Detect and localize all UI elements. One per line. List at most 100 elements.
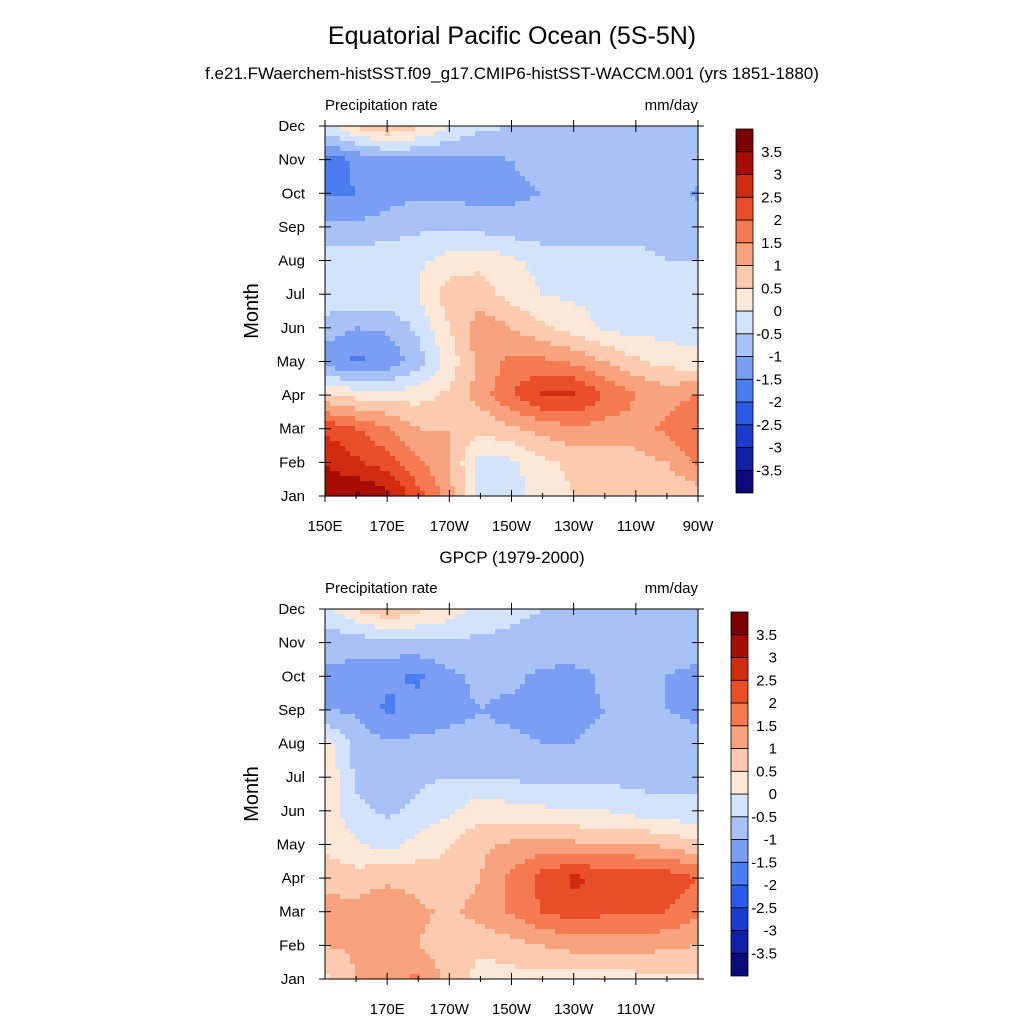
- field-cell: [640, 416, 646, 422]
- field-cell: [665, 276, 671, 282]
- field-cell: [475, 341, 481, 347]
- field-cell: [540, 146, 546, 152]
- field-cell: [405, 446, 411, 452]
- field-cell: [485, 336, 491, 342]
- field-cell: [475, 211, 481, 217]
- field-cell: [475, 246, 481, 252]
- field-cell: [590, 206, 596, 212]
- field-cell: [365, 266, 371, 272]
- field-cell: [580, 431, 586, 437]
- field-cell: [575, 216, 581, 222]
- field-cell: [670, 251, 676, 257]
- field-cell: [535, 371, 541, 377]
- field-cell: [330, 186, 336, 192]
- field-cell: [615, 141, 621, 147]
- field-cell: [610, 306, 616, 312]
- field-cell: [510, 191, 516, 197]
- field-cell: [400, 216, 406, 222]
- field-cell: [340, 316, 346, 322]
- field-cell: [425, 381, 431, 387]
- field-cell: [435, 201, 441, 207]
- field-cell: [425, 216, 431, 222]
- field-cell: [610, 346, 616, 352]
- field-cell: [525, 196, 531, 202]
- field-cell: [635, 316, 641, 322]
- field-cell: [685, 141, 691, 147]
- field-cell: [480, 276, 486, 282]
- field-cell: [550, 346, 556, 352]
- field-cell: [640, 356, 646, 362]
- field-cell: [525, 381, 531, 387]
- field-cell: [375, 391, 381, 397]
- field-cell: [440, 201, 446, 207]
- field-cell: [400, 456, 406, 462]
- field-cell: [575, 351, 581, 357]
- field-cell: [690, 271, 696, 277]
- field-cell: [635, 446, 641, 452]
- field-cell: [335, 396, 341, 402]
- field-cell: [410, 146, 416, 152]
- field-cell: [350, 391, 356, 397]
- field-cell: [350, 446, 356, 452]
- field-cell: [430, 151, 436, 157]
- field-cell: [580, 416, 586, 422]
- field-cell: [620, 361, 626, 367]
- field-cell: [385, 381, 391, 387]
- field-cell: [675, 446, 681, 452]
- field-cell: [420, 386, 426, 392]
- field-cell: [325, 456, 331, 462]
- field-cell: [545, 321, 551, 327]
- field-cell: [370, 366, 376, 372]
- field-cell: [530, 296, 536, 302]
- field-cell: [535, 231, 541, 237]
- field-cell: [440, 181, 446, 187]
- field-cell: [590, 251, 596, 257]
- field-cell: [495, 276, 501, 282]
- field-cell: [460, 336, 466, 342]
- field-cell: [490, 286, 496, 292]
- field-cell: [415, 396, 421, 402]
- field-cell: [605, 366, 611, 372]
- field-cell: [330, 171, 336, 177]
- field-cell: [540, 221, 546, 227]
- field-cell: [345, 406, 351, 412]
- field-cell: [640, 396, 646, 402]
- field-cell: [635, 281, 641, 287]
- field-cell: [605, 171, 611, 177]
- field-cell: [380, 216, 386, 222]
- field-cell: [540, 306, 546, 312]
- field-cell: [585, 281, 591, 287]
- field-cell: [590, 136, 596, 142]
- field-cell: [580, 411, 586, 417]
- field-cell: [370, 241, 376, 247]
- field-cell: [550, 206, 556, 212]
- field-cell: [340, 186, 346, 192]
- field-cell: [430, 206, 436, 212]
- field-cell: [360, 346, 366, 352]
- field-cell: [685, 291, 691, 297]
- field-cell: [645, 376, 651, 382]
- field-cell: [460, 271, 466, 277]
- field-cell: [440, 251, 446, 257]
- field-cell: [375, 351, 381, 357]
- field-cell: [610, 286, 616, 292]
- field-cell: [645, 241, 651, 247]
- field-cell: [505, 161, 511, 167]
- field-cell: [545, 326, 551, 332]
- field-cell: [565, 241, 571, 247]
- field-cell: [480, 216, 486, 222]
- field-cell: [345, 331, 351, 337]
- field-cell: [425, 371, 431, 377]
- field-cell: [480, 196, 486, 202]
- field-cell: [460, 136, 466, 142]
- field-cell: [605, 371, 611, 377]
- field-cell: [510, 286, 516, 292]
- field-cell: [325, 146, 331, 152]
- field-cell: [465, 366, 471, 372]
- field-cell: [620, 236, 626, 242]
- field-cell: [525, 391, 531, 397]
- field-cell: [500, 271, 506, 277]
- field-cell: [530, 216, 536, 222]
- field-cell: [490, 156, 496, 162]
- field-cell: [655, 236, 661, 242]
